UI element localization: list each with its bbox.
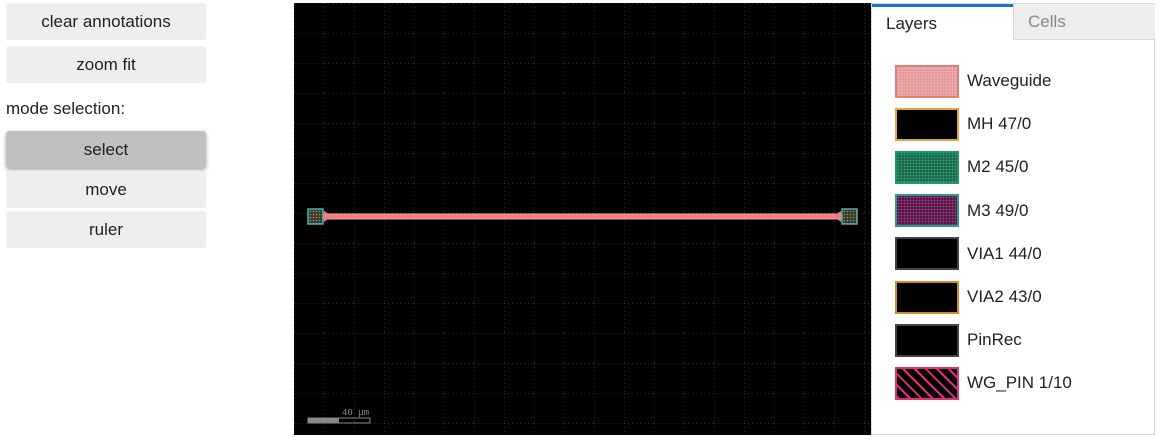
layer-name: PinRec <box>967 330 1022 350</box>
waveguide-path[interactable] <box>323 213 842 220</box>
layer-name: M2 45/0 <box>967 157 1029 177</box>
layer-item[interactable]: PinRec <box>895 322 1022 358</box>
layer-item[interactable]: VIA2 43/0 <box>895 279 1042 315</box>
layer-swatch[interactable] <box>895 280 959 314</box>
layer-swatch[interactable] <box>895 237 959 271</box>
tab-layers[interactable]: Layers <box>872 4 1013 40</box>
layer-swatch[interactable] <box>895 64 959 98</box>
layer-name: VIA2 43/0 <box>967 287 1042 306</box>
layer-swatch[interactable] <box>895 107 959 141</box>
side-panel: Layers Cells Waveguide MH 47/0 M2 45/0 M3 4… <box>871 3 1155 435</box>
layer-swatch[interactable] <box>895 150 959 184</box>
zoom-fit-button[interactable]: zoom fit <box>6 46 206 83</box>
mode-select-button[interactable]: select <box>6 131 206 168</box>
waveguide-taper-right <box>833 211 841 222</box>
scale-bar-fill <box>308 418 339 423</box>
mode-ruler-button[interactable]: ruler <box>6 211 206 248</box>
layer-name: WG_PIN 1/10 <box>967 373 1072 393</box>
waveguide-taper-left <box>324 211 332 222</box>
clear-annotations-button[interactable]: clear annotations <box>6 3 206 40</box>
layer-name: M3 49/0 <box>967 200 1029 220</box>
layer-name: VIA1 44/0 <box>967 243 1042 263</box>
layer-swatch[interactable] <box>895 323 959 357</box>
mode-selection-label: mode selection: <box>6 99 126 118</box>
scale-bar-label: 40 µm <box>342 408 369 418</box>
tab-cells[interactable]: Cells <box>1013 4 1155 40</box>
layer-item[interactable]: M3 49/0 <box>895 193 1028 229</box>
layout-view[interactable]: 40 µm <box>294 3 871 435</box>
layer-name: MH 47/0 <box>967 114 1032 134</box>
layout-canvas[interactable]: 40 µm <box>294 3 871 435</box>
port-right[interactable] <box>841 208 858 225</box>
layer-item[interactable]: Waveguide <box>895 63 1051 99</box>
layer-swatch[interactable] <box>895 194 959 228</box>
layer-name: Waveguide <box>967 71 1052 90</box>
layer-item[interactable]: WG_PIN 1/10 <box>895 365 1072 401</box>
panel-tabs: Layers Cells <box>872 4 1155 40</box>
mode-move-button[interactable]: move <box>6 171 206 208</box>
layer-item[interactable]: VIA1 44/0 <box>895 236 1042 272</box>
layer-swatch[interactable] <box>895 366 959 400</box>
layer-item[interactable]: MH 47/0 <box>895 106 1031 142</box>
layer-item[interactable]: M2 45/0 <box>895 149 1028 185</box>
port-left[interactable] <box>307 208 324 225</box>
